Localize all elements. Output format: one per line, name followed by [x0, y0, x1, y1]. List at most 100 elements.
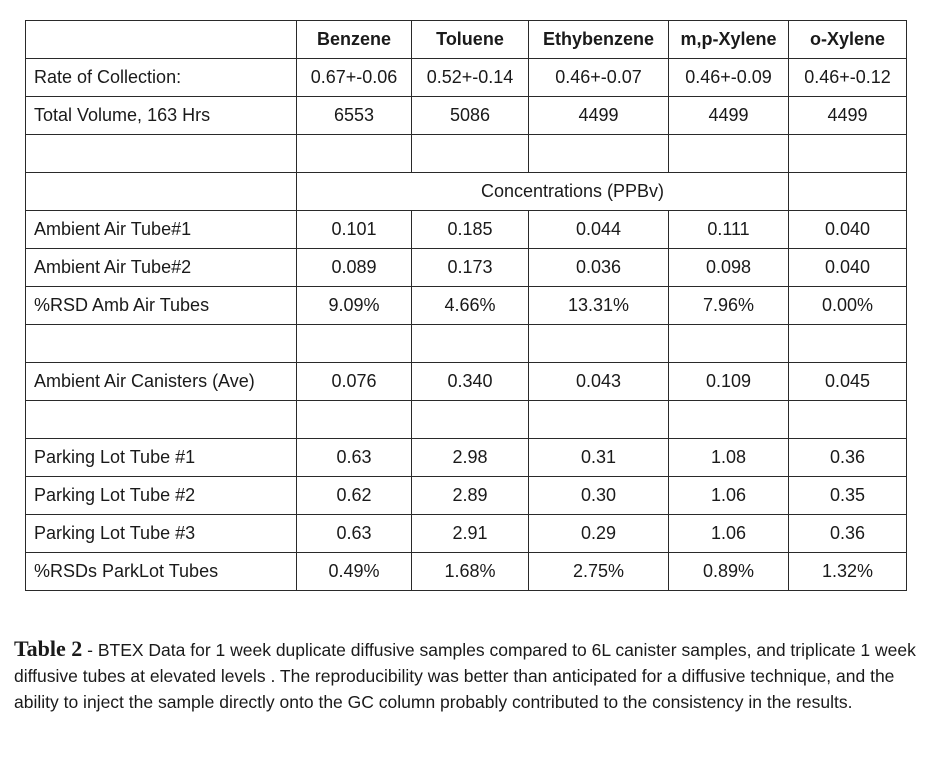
table-row: Ambient Air Tube#1 0.101 0.185 0.044 0.1… — [25, 210, 907, 249]
table-row-empty — [25, 400, 907, 439]
table-cell: 0.043 — [528, 362, 669, 401]
header-cell-empty — [25, 20, 297, 59]
table-cell: 0.63 — [296, 438, 412, 477]
row-label: Total Volume, 163 Hrs — [25, 96, 297, 135]
empty-cell — [528, 324, 669, 363]
row-label: Rate of Collection: — [25, 58, 297, 97]
table-cell: 1.32% — [788, 552, 907, 591]
table-cell: 0.036 — [528, 248, 669, 287]
table-cell: 0.29 — [528, 514, 669, 553]
empty-cell — [296, 324, 412, 363]
table-cell: 2.89 — [411, 476, 529, 515]
row-label: Parking Lot Tube #1 — [25, 438, 297, 477]
caption-text: - BTEX Data for 1 week duplicate diffusi… — [14, 640, 916, 712]
empty-cell — [788, 172, 907, 211]
empty-cell — [788, 400, 907, 439]
table-row-rate: Rate of Collection: 0.67+-0.06 0.52+-0.1… — [25, 58, 907, 97]
table-cell: 0.35 — [788, 476, 907, 515]
table-row-volume: Total Volume, 163 Hrs 6553 5086 4499 449… — [25, 96, 907, 135]
table-cell: 0.173 — [411, 248, 529, 287]
table-cell: 13.31% — [528, 286, 669, 325]
header-o-xylene: o-Xylene — [788, 20, 907, 59]
row-label: Ambient Air Tube#2 — [25, 248, 297, 287]
table-row-canisters: Ambient Air Canisters (Ave) 0.076 0.340 … — [25, 362, 907, 401]
empty-cell — [788, 324, 907, 363]
table-cell: 2.91 — [411, 514, 529, 553]
header-mp-xylene: m,p-Xylene — [668, 20, 789, 59]
table-row: Parking Lot Tube #1 0.63 2.98 0.31 1.08 … — [25, 438, 907, 477]
table-cell: 4.66% — [411, 286, 529, 325]
table-cell: 0.89% — [668, 552, 789, 591]
empty-cell — [668, 324, 789, 363]
table-row: Ambient Air Tube#2 0.089 0.173 0.036 0.0… — [25, 248, 907, 287]
table-row: Parking Lot Tube #2 0.62 2.89 0.30 1.06 … — [25, 476, 907, 515]
table-cell: 9.09% — [296, 286, 412, 325]
header-ethylbenzene: Ethybenzene — [528, 20, 669, 59]
table-cell: 0.185 — [411, 210, 529, 249]
caption-title: Table 2 — [14, 636, 83, 661]
table-cell: 0.46+-0.12 — [788, 58, 907, 97]
table-cell: 0.52+-0.14 — [411, 58, 529, 97]
table-cell: 1.06 — [668, 514, 789, 553]
table-cell: 2.98 — [411, 438, 529, 477]
concentrations-label: Concentrations (PPBv) — [296, 172, 789, 211]
table-cell: 0.044 — [528, 210, 669, 249]
table-cell: 0.36 — [788, 438, 907, 477]
table-cell: 7.96% — [668, 286, 789, 325]
table-cell: 0.67+-0.06 — [296, 58, 412, 97]
empty-cell — [528, 134, 669, 173]
table-cell: 1.68% — [411, 552, 529, 591]
row-label: Ambient Air Tube#1 — [25, 210, 297, 249]
table-cell: 4499 — [668, 96, 789, 135]
table-cell: 0.63 — [296, 514, 412, 553]
table-cell: 0.00% — [788, 286, 907, 325]
btex-data-table: Benzene Toluene Ethybenzene m,p-Xylene o… — [25, 20, 907, 591]
table-cell: 0.62 — [296, 476, 412, 515]
table-cell: 0.040 — [788, 248, 907, 287]
empty-cell — [668, 134, 789, 173]
empty-cell — [411, 400, 529, 439]
empty-cell — [296, 400, 412, 439]
empty-cell — [788, 134, 907, 173]
table-row-empty — [25, 134, 907, 173]
table-cell: 0.340 — [411, 362, 529, 401]
table-cell: 2.75% — [528, 552, 669, 591]
table-cell: 4499 — [788, 96, 907, 135]
table-cell: 1.06 — [668, 476, 789, 515]
row-label: Parking Lot Tube #3 — [25, 514, 297, 553]
table-cell: 0.46+-0.09 — [668, 58, 789, 97]
table-row-concentrations-header: Concentrations (PPBv) — [25, 172, 907, 211]
empty-cell — [411, 134, 529, 173]
table-cell: 0.076 — [296, 362, 412, 401]
table-caption: Table 2 - BTEX Data for 1 week duplicate… — [14, 636, 919, 715]
empty-cell — [25, 324, 297, 363]
table-row: %RSDs ParkLot Tubes 0.49% 1.68% 2.75% 0.… — [25, 552, 907, 591]
table-header-row: Benzene Toluene Ethybenzene m,p-Xylene o… — [25, 20, 907, 59]
empty-cell — [296, 134, 412, 173]
empty-cell — [411, 324, 529, 363]
header-toluene: Toluene — [411, 20, 529, 59]
table-row: Parking Lot Tube #3 0.63 2.91 0.29 1.06 … — [25, 514, 907, 553]
table-cell: 4499 — [528, 96, 669, 135]
table-cell: 0.46+-0.07 — [528, 58, 669, 97]
table-cell: 0.49% — [296, 552, 412, 591]
table-cell: 0.098 — [668, 248, 789, 287]
empty-cell — [25, 134, 297, 173]
row-label: %RSDs ParkLot Tubes — [25, 552, 297, 591]
empty-cell — [668, 400, 789, 439]
table-cell: 0.101 — [296, 210, 412, 249]
table-cell: 0.040 — [788, 210, 907, 249]
table-cell: 0.111 — [668, 210, 789, 249]
table-cell: 0.31 — [528, 438, 669, 477]
table-cell: 5086 — [411, 96, 529, 135]
empty-cell — [25, 172, 297, 211]
table-row: %RSD Amb Air Tubes 9.09% 4.66% 13.31% 7.… — [25, 286, 907, 325]
header-benzene: Benzene — [296, 20, 412, 59]
row-label: Parking Lot Tube #2 — [25, 476, 297, 515]
table-cell: 0.36 — [788, 514, 907, 553]
table-cell: 0.30 — [528, 476, 669, 515]
empty-cell — [528, 400, 669, 439]
table-cell: 0.109 — [668, 362, 789, 401]
table-cell: 1.08 — [668, 438, 789, 477]
row-label: Ambient Air Canisters (Ave) — [25, 362, 297, 401]
